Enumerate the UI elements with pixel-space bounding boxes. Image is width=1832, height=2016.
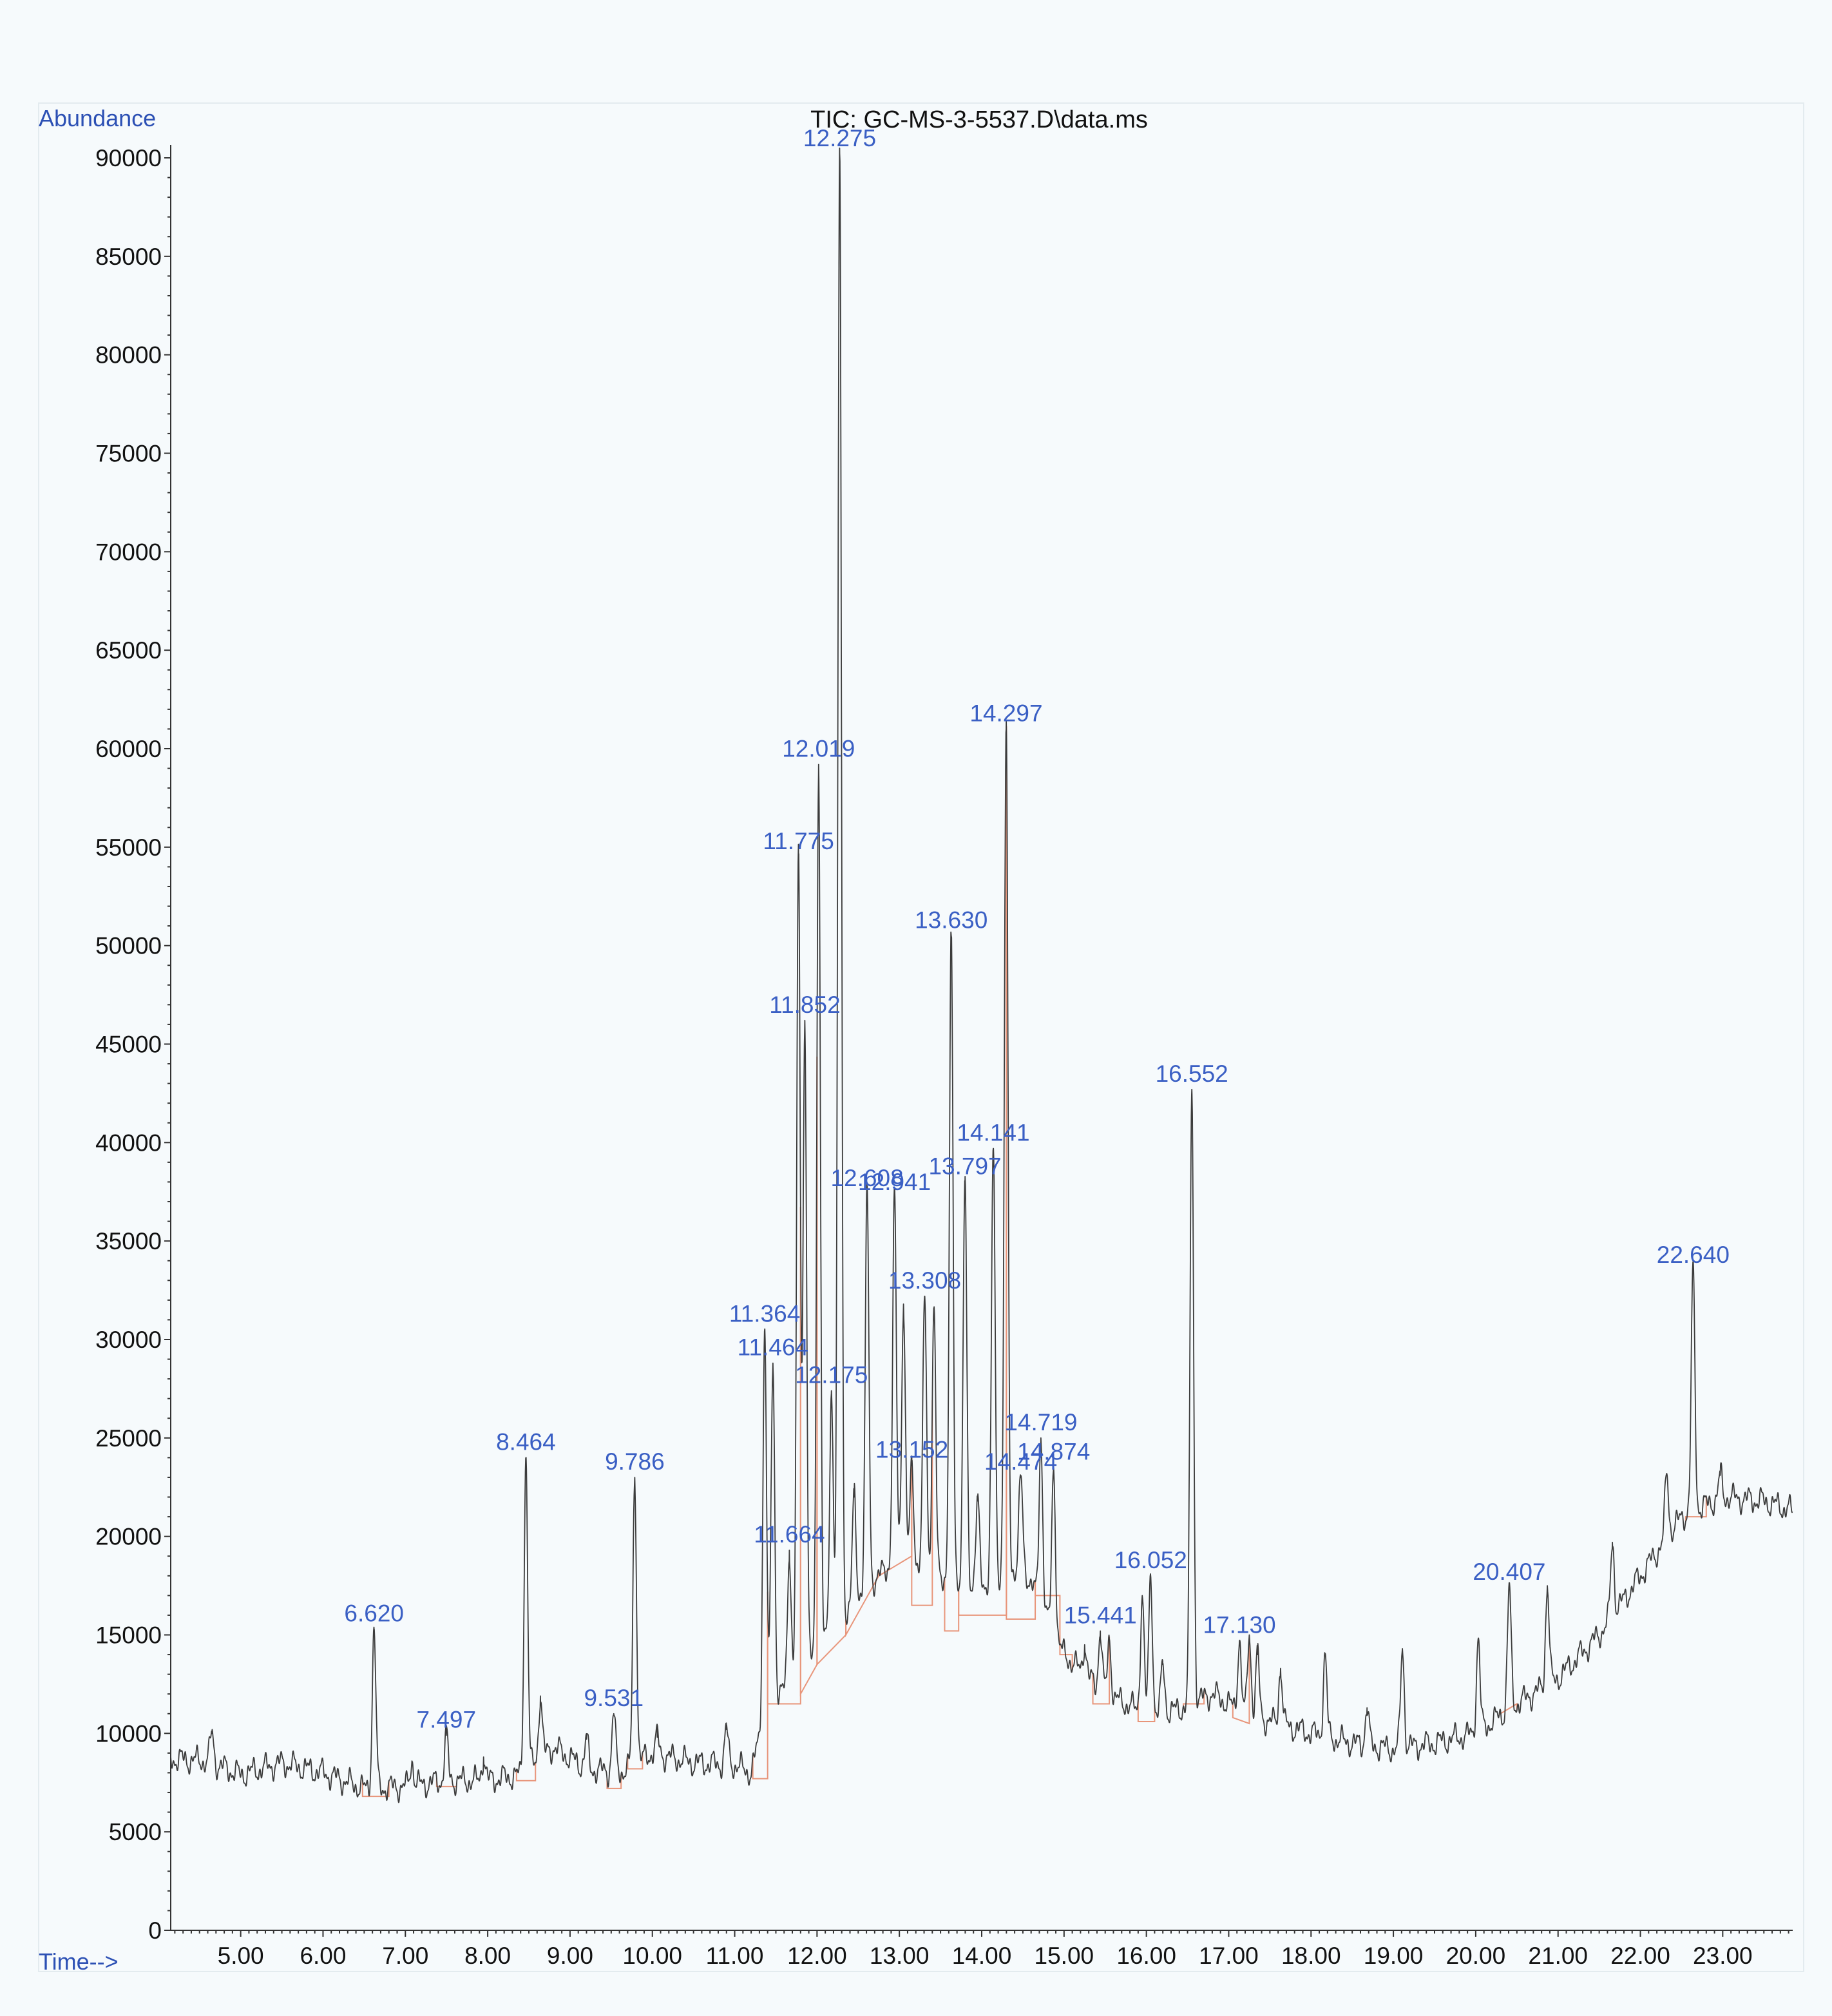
integration-baseline: [1035, 1581, 1061, 1645]
x-tick-label: 16.00: [1116, 1943, 1176, 1969]
chart-title: TIC: GC-MS-3-5537.D\data.ms: [810, 106, 1148, 133]
y-tick-label: 30000: [95, 1327, 162, 1353]
x-tick-label: 15.00: [1035, 1943, 1094, 1969]
peak-label: 8.464: [496, 1428, 556, 1455]
peak-label: 12.275: [803, 125, 876, 151]
x-tick-label: 14.00: [952, 1943, 1012, 1969]
integration-baseline: [1137, 1700, 1156, 1722]
x-axis-label: Time-->: [39, 1948, 119, 1975]
integration-baseline: [1232, 1638, 1250, 1725]
x-tick-label: 7.00: [382, 1943, 428, 1969]
peak-label: 9.786: [605, 1448, 665, 1475]
peak-label: 14.141: [957, 1120, 1029, 1146]
y-tick-label: 40000: [95, 1129, 162, 1156]
y-tick-label: 85000: [95, 244, 162, 270]
peak-label: 11.775: [763, 828, 834, 854]
peak-label: 12.019: [782, 735, 855, 762]
peak-label: 16.052: [1114, 1547, 1187, 1573]
peak-label: 12.608: [830, 1165, 903, 1191]
integration-baseline: [911, 1400, 933, 1606]
x-tick-label: 22.00: [1610, 1943, 1670, 1969]
x-tick-label: 12.00: [787, 1943, 847, 1969]
peak-label: 14.297: [969, 700, 1042, 726]
y-tick-label: 25000: [95, 1425, 162, 1452]
peak-label: 14.474: [984, 1448, 1057, 1475]
x-tick-label: 5.00: [218, 1943, 264, 1969]
peak-label: 20.407: [1473, 1559, 1545, 1585]
peak-label: 13.308: [888, 1267, 961, 1294]
y-tick-label: 75000: [95, 441, 162, 467]
x-tick-label: 6.00: [300, 1943, 346, 1969]
peak-label: 11.464: [738, 1334, 808, 1361]
integration-baseline: [1006, 726, 1036, 1620]
y-tick-label: 50000: [95, 933, 162, 959]
x-tick-label: 11.00: [706, 1943, 764, 1969]
integration-baseline: [1059, 1644, 1073, 1671]
x-tick-label: 19.00: [1364, 1943, 1424, 1969]
x-tick-label: 13.00: [870, 1943, 930, 1969]
peak-label: 14.719: [1004, 1409, 1077, 1435]
peak-label: 17.130: [1203, 1612, 1275, 1638]
tic-trace: [170, 147, 1793, 1803]
x-tick-label: 17.00: [1199, 1943, 1259, 1969]
integration-baseline: [1092, 1637, 1111, 1705]
x-tick-label: 20.00: [1446, 1943, 1506, 1969]
integration-baselines: [361, 726, 1707, 1798]
peak-label: 6.620: [344, 1600, 404, 1626]
y-tick-label: 65000: [95, 637, 162, 664]
integration-baseline: [1183, 1691, 1205, 1706]
y-tick-label: 60000: [95, 736, 162, 762]
axes: 0 5000 10000 15000 20000 25000 30000 35000 40000…: [95, 145, 1793, 1969]
x-tick-label: 9.00: [547, 1943, 593, 1969]
y-tick-label: 90000: [95, 145, 162, 171]
peak-label: 13.797: [928, 1153, 1001, 1179]
x-tick-label: 21.00: [1528, 1943, 1588, 1969]
y-tick-label: 80000: [95, 342, 162, 369]
peak-label: 16.552: [1156, 1061, 1228, 1087]
peak-label: 12.175: [795, 1361, 868, 1388]
peak-labels: 6.620 7.497 8.464 9.531 9.786 11.364 11.464 11.…: [344, 125, 1730, 1733]
y-tick-label: 5000: [109, 1819, 162, 1845]
integration-baseline: [1684, 1496, 1707, 1522]
x-tick-label: 18.00: [1281, 1943, 1341, 1969]
y-tick-label: 35000: [95, 1228, 162, 1254]
peak-label: 13.152: [875, 1437, 948, 1463]
integration-baseline: [361, 1780, 390, 1798]
peak-label: 9.531: [584, 1685, 644, 1711]
y-tick-label: 45000: [95, 1032, 162, 1058]
peak-label: 13.630: [915, 907, 988, 933]
y-tick-label: 10000: [95, 1720, 162, 1747]
y-tick-label: 70000: [95, 539, 162, 565]
y-tick-label: 20000: [95, 1524, 162, 1550]
integration-baseline: [627, 1752, 644, 1770]
plot-frame: [38, 102, 1804, 1972]
tic-trace-line: [170, 147, 1793, 1803]
x-tick-label: 8.00: [464, 1943, 511, 1969]
peak-label: 12.941: [858, 1169, 931, 1195]
y-tick-label: 15000: [95, 1622, 162, 1649]
y-tick-label: 55000: [95, 834, 162, 861]
integration-baseline: [515, 1762, 537, 1781]
y-tick-label: 0: [148, 1917, 162, 1944]
peak-label: 11.364: [729, 1301, 800, 1327]
peak-label: 11.852: [769, 992, 840, 1018]
peak-label: 7.497: [417, 1706, 477, 1733]
x-tick-label: 10.00: [622, 1943, 682, 1969]
integration-baseline: [944, 1577, 960, 1632]
y-axis-label: Abundance: [39, 105, 156, 131]
peak-label: 14.874: [1017, 1439, 1090, 1465]
peak-label: 11.664: [754, 1521, 825, 1548]
peak-label: 22.640: [1657, 1242, 1730, 1268]
peak-label: 15.441: [1064, 1602, 1137, 1628]
x-tick-label: 23.00: [1693, 1943, 1753, 1969]
